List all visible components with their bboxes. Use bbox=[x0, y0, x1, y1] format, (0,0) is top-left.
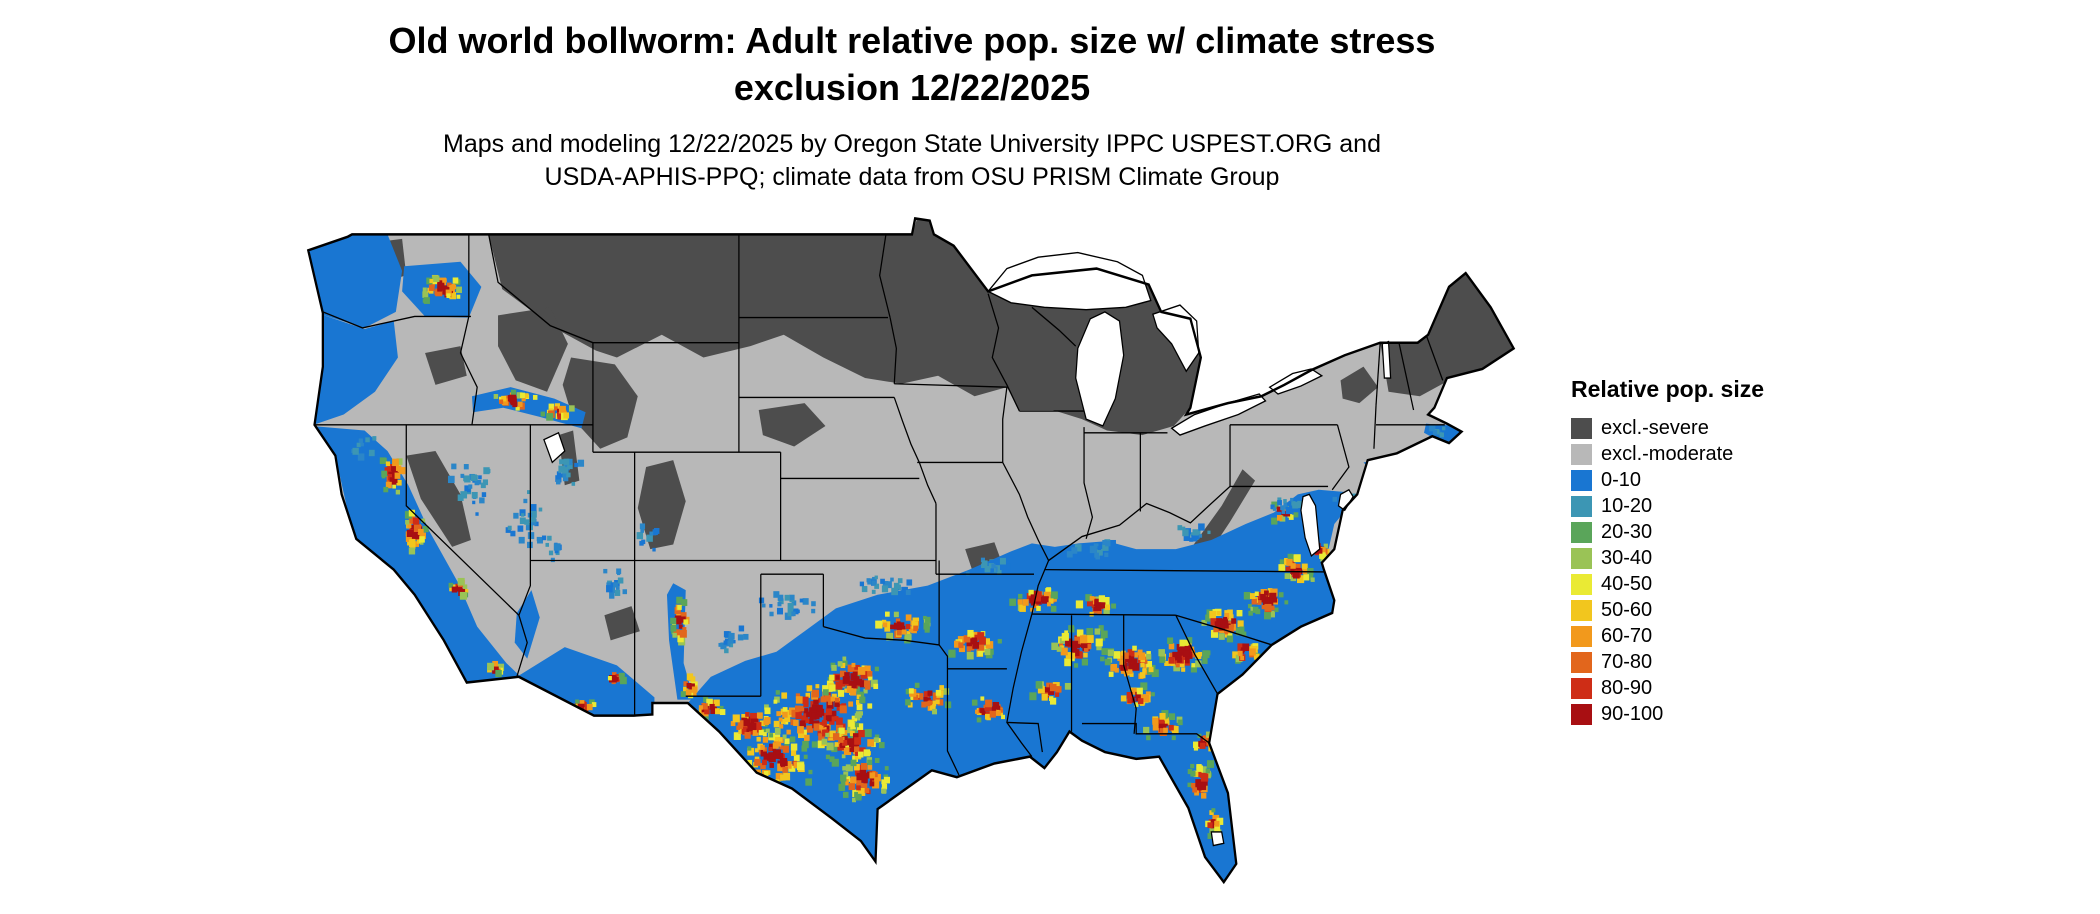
legend-item: 90-100 bbox=[1571, 701, 1764, 727]
region-excl-severe bbox=[488, 218, 1201, 436]
map-container bbox=[302, 207, 1522, 914]
legend-item: 80-90 bbox=[1571, 675, 1764, 701]
region-pop-low bbox=[310, 425, 524, 686]
region-excl-severe bbox=[1190, 469, 1256, 563]
legend-label: excl.-moderate bbox=[1601, 442, 1734, 465]
legend-swatch bbox=[1571, 651, 1592, 673]
region-pop-low bbox=[514, 590, 540, 659]
lake bbox=[1170, 393, 1267, 436]
lake bbox=[1075, 311, 1125, 427]
subtitle-line-1: Maps and modeling 12/22/2025 by Oregon S… bbox=[443, 129, 1381, 158]
state-borders bbox=[314, 234, 1445, 776]
region-excl-severe bbox=[1340, 366, 1379, 404]
legend-label: 60-70 bbox=[1601, 624, 1653, 647]
legend-label: 10-20 bbox=[1601, 494, 1653, 517]
legend-item: 60-70 bbox=[1571, 623, 1764, 649]
title-line-1: Old world bollworm: Adult relative pop. … bbox=[388, 20, 1436, 61]
legend-swatch bbox=[1571, 521, 1592, 543]
national-border bbox=[306, 216, 1516, 885]
legend-label: 0-10 bbox=[1601, 468, 1642, 491]
legend-swatch bbox=[1571, 443, 1592, 465]
legend-swatch bbox=[1571, 703, 1592, 725]
region-excl-severe bbox=[637, 460, 686, 550]
legend-item: 70-80 bbox=[1571, 649, 1764, 675]
region-pop-low bbox=[516, 647, 655, 718]
legend-item: 30-40 bbox=[1571, 545, 1764, 571]
title-line-2: exclusion 12/22/2025 bbox=[733, 66, 1091, 108]
legend-swatch bbox=[1571, 547, 1592, 569]
legend-item: 20-30 bbox=[1571, 519, 1764, 545]
legend-swatch bbox=[1571, 417, 1592, 439]
legend-label: 20-30 bbox=[1601, 520, 1653, 543]
region-excl-severe bbox=[425, 346, 467, 385]
figure-header: Old world bollworm: Adult relative pop. … bbox=[302, 18, 1522, 195]
lake bbox=[543, 431, 566, 464]
legend-label: 40-50 bbox=[1601, 572, 1653, 595]
region-excl-severe bbox=[406, 451, 471, 547]
legend-item: excl.-moderate bbox=[1571, 441, 1764, 467]
region-excl-severe bbox=[498, 307, 568, 392]
legend-label: 70-80 bbox=[1601, 650, 1653, 673]
legend-label: excl.-severe bbox=[1601, 416, 1709, 439]
figure-subtitle: Maps and modeling 12/22/2025 by Oregon S… bbox=[302, 128, 1522, 196]
lake bbox=[1210, 831, 1225, 847]
legend-item: 10-20 bbox=[1571, 493, 1764, 519]
legend-item: excl.-severe bbox=[1571, 415, 1764, 441]
legend-swatch bbox=[1571, 573, 1592, 595]
legend-item: 40-50 bbox=[1571, 571, 1764, 597]
legend-label: 80-90 bbox=[1601, 676, 1653, 699]
region-excl-severe bbox=[758, 403, 826, 447]
region-excl-severe bbox=[604, 606, 640, 641]
legend: Relative pop. size excl.-severe excl.-mo… bbox=[1571, 376, 1764, 727]
legend-item: 0-10 bbox=[1571, 467, 1764, 493]
legend-title: Relative pop. size bbox=[1571, 376, 1765, 402]
legend-swatch bbox=[1571, 495, 1592, 517]
legend-swatch bbox=[1571, 469, 1592, 491]
lake bbox=[987, 251, 1152, 311]
lake bbox=[1300, 493, 1321, 558]
subtitle-line-2: USDA-APHIS-PPQ; climate data from OSU PR… bbox=[544, 163, 1280, 192]
lake bbox=[1381, 340, 1392, 379]
region-pop-low bbox=[310, 314, 398, 426]
legend-swatch bbox=[1571, 599, 1592, 621]
lake bbox=[1152, 304, 1200, 373]
legend-item: 50-60 bbox=[1571, 597, 1764, 623]
lake bbox=[1268, 368, 1324, 395]
region-excl-severe bbox=[1380, 273, 1514, 397]
us-map bbox=[306, 216, 1516, 885]
legend-swatch bbox=[1571, 677, 1592, 699]
page-title: Old world bollworm: Adult relative pop. … bbox=[302, 18, 1522, 112]
legend-items: excl.-severe excl.-moderate 0-10 10-20 2… bbox=[1571, 415, 1764, 727]
region-pop-low bbox=[308, 234, 403, 328]
legend-swatch bbox=[1571, 625, 1592, 647]
legend-label: 90-100 bbox=[1601, 702, 1664, 725]
legend-label: 50-60 bbox=[1601, 598, 1653, 621]
legend-label: 30-40 bbox=[1601, 546, 1653, 569]
